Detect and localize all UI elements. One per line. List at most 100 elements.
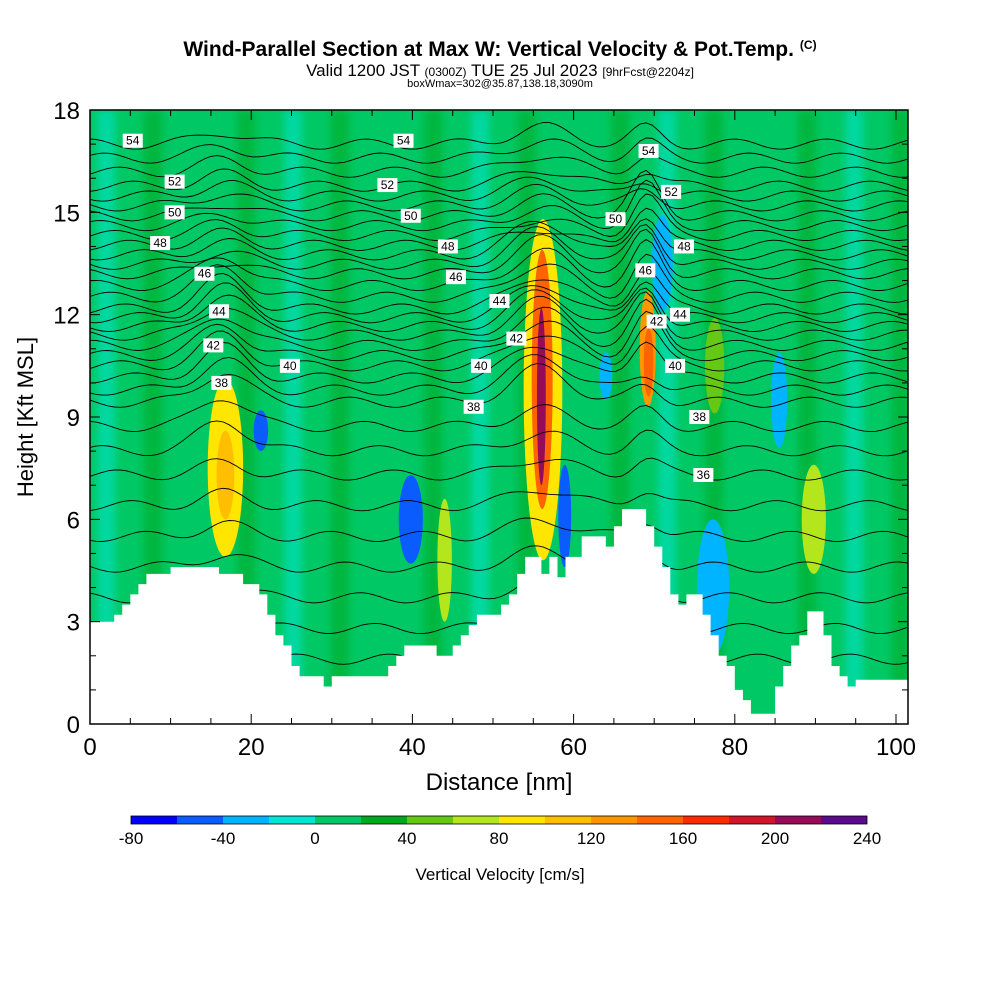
theta-label-bg [669,307,690,322]
theta-label: 46 [639,263,653,277]
colorbar-tick-label: 160 [669,829,697,848]
theta-label-bg [164,205,185,220]
colorbar-swatch [499,816,545,824]
theta-contour-line [90,517,908,542]
theta-label-bg [164,174,185,189]
theta-contour-line [90,253,908,303]
theta-contour-line [90,155,908,178]
x-tick-label: 20 [238,734,265,761]
theta-label: 40 [283,359,297,373]
theta-contour-line [90,169,908,222]
theta-label-bg [393,133,414,148]
theta-label: 44 [212,304,226,318]
theta-label-bg [489,294,510,309]
theta-label-bg [470,358,491,373]
theta-contour-line [90,326,908,372]
theta-contour-line [90,122,908,150]
theta-label: 50 [168,205,182,219]
colorbar-swatch [821,816,867,824]
chart-subtitle: Valid 1200 JST (0300Z) TUE 25 Jul 2023 [… [0,61,1000,81]
theta-label-bg [122,133,143,148]
theta-contour-line [90,224,908,270]
theta-contour-line [90,183,908,212]
theta-contour-line [90,457,908,481]
field-streak [237,110,256,724]
theta-contour-line [90,298,908,351]
theta-label-bg [661,184,682,199]
theta-label-bg [638,143,659,158]
y-tick-label: 9 [67,405,80,432]
theta-label-bg [674,239,695,254]
theta-label: 38 [467,400,481,414]
theta-label-bg [203,338,224,353]
theta-label-bg [194,266,215,281]
theta-label-bg [445,270,466,285]
theta-label: 48 [153,236,167,250]
theta-label: 42 [650,315,664,329]
theta-label: 42 [207,338,221,352]
theta-label-bg [208,304,229,319]
colorbar-tick-label: 200 [761,829,789,848]
colorbar-swatch [453,816,499,824]
theta-label: 54 [642,144,656,158]
theta-label-bg [506,331,527,346]
theta-label: 48 [441,239,455,253]
colorbar-tick-label: 240 [853,829,881,848]
theta-label-bg [693,467,714,482]
y-tick-label: 6 [67,507,80,534]
theta-label-bg [400,208,421,223]
theta-label: 40 [668,359,682,373]
colorbar-border [130,815,868,825]
axis-ticks [89,109,908,725]
theta-contour-line [90,238,908,292]
field-streak [143,110,162,724]
field-streak [330,110,349,724]
colorbar-swatch [729,816,775,824]
theta-contour-line [90,363,908,408]
colorbar-swatch [315,816,361,824]
forecast-info: [9hrFcst@2204z] [602,65,694,79]
theta-label: 38 [693,410,707,424]
theta-label-bg [279,358,300,373]
theta-contour-line [90,354,908,396]
w-blob [771,352,788,448]
w-blob [599,352,613,400]
theta-label-bg [211,375,232,390]
w-blob [437,498,452,622]
x-axis-label: Distance [nm] [426,769,573,796]
y-tick-label: 15 [53,200,80,227]
theta-label-bg [463,399,484,414]
theta-contour-line [90,487,908,512]
theta-label-bg [377,178,398,193]
utc-time: (0300Z) [424,65,467,79]
colorbar-swatch [591,816,637,824]
copyright-mark: (C) [799,38,817,52]
colorbar-swatch [223,816,269,824]
colorbar-swatch [269,816,315,824]
colorbar-swatch [131,816,177,824]
theta-label: 54 [126,134,140,148]
x-tick-label: 100 [876,734,916,761]
colorbar-swatch [177,816,223,824]
colorbar-tick-label: 0 [310,829,319,848]
valid-time: Valid 1200 JST [306,61,420,80]
colorbar-swatch [775,816,821,824]
theta-contour-line [90,168,908,192]
chart-title: Wind-Parallel Section at Max W: Vertical… [183,38,817,61]
theta-label-bg [437,239,458,254]
theta-label-bg [689,410,710,425]
theta-contour-line [90,137,908,164]
theta-label: 40 [474,359,488,373]
x-tick-label: 0 [83,734,96,761]
theta-labels: 54 54 54 52 52 52 50 50 50 48 48 48 46 46 46 44 44 44 42 42… [122,133,714,482]
theta-label: 46 [198,267,212,281]
theta-label: 52 [168,175,182,189]
valid-date: TUE 25 Jul 2023 [470,61,598,80]
theta-label: 44 [673,308,687,322]
w-blob [801,464,826,574]
theta-contour-line [90,218,908,261]
theta-label-bg [150,236,171,251]
theta-label: 46 [449,270,463,284]
theta-contour-line [90,341,908,384]
theta-label: 50 [609,212,623,226]
